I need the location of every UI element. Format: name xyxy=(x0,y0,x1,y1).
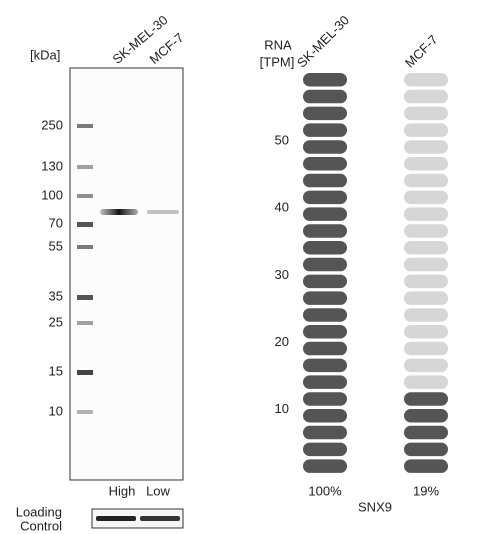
band xyxy=(100,209,138,215)
marker-label: 130 xyxy=(41,158,63,173)
y-tick-label: 30 xyxy=(275,267,289,282)
marker-label: 10 xyxy=(49,403,63,418)
tpm-pill xyxy=(303,409,347,423)
percent-label: 19% xyxy=(413,483,439,498)
tpm-pill xyxy=(303,375,347,389)
blot-frame xyxy=(69,67,184,481)
loading-label: Control xyxy=(20,518,62,533)
tpm-pill xyxy=(303,140,347,154)
marker-label: 35 xyxy=(49,288,63,303)
tpm-pill xyxy=(303,459,347,473)
tpm-pill xyxy=(303,291,347,305)
ladder xyxy=(77,124,93,414)
rna-title: [TPM] xyxy=(260,54,295,69)
tpm-pill xyxy=(303,341,347,356)
y-tick-label: 50 xyxy=(275,132,289,147)
tpm-pill xyxy=(303,190,347,205)
sample-label: SK-MEL-30 xyxy=(294,12,352,70)
tpm-pill xyxy=(404,358,448,373)
tpm-pill xyxy=(303,358,347,373)
marker-label: 250 xyxy=(41,117,63,132)
tpm-pill xyxy=(404,73,448,87)
loading-band xyxy=(96,516,136,521)
tpm-pill xyxy=(404,409,448,423)
tpm-pill xyxy=(404,89,448,104)
sample-label: MCF-7 xyxy=(402,32,441,71)
tpm-pill xyxy=(404,140,448,154)
tpm-pill xyxy=(303,224,347,238)
tpm-pill xyxy=(404,173,448,188)
tpm-pill xyxy=(303,89,347,104)
tpm-pill xyxy=(303,73,347,87)
tpm-pill xyxy=(303,157,347,171)
level-label: High xyxy=(109,483,136,498)
tpm-pill xyxy=(404,257,448,272)
tpm-pill xyxy=(303,442,347,457)
tpm-pill xyxy=(404,442,448,457)
tpm-pill xyxy=(303,325,347,339)
tpm-pill xyxy=(303,123,347,137)
band xyxy=(147,210,179,214)
tpm-pill xyxy=(303,257,347,272)
loading-frame xyxy=(91,508,184,529)
tpm-pill xyxy=(303,274,347,289)
tpm-pill xyxy=(303,241,347,255)
tpm-pill xyxy=(303,425,347,440)
loading-band xyxy=(140,516,180,521)
marker-label: 70 xyxy=(49,215,63,230)
loading-label: Loading xyxy=(16,504,62,519)
tpm-pill xyxy=(404,291,448,305)
percent-label: 100% xyxy=(308,483,342,498)
tpm-pill xyxy=(303,173,347,188)
tpm-pill xyxy=(404,157,448,171)
tpm-pill xyxy=(404,190,448,205)
tpm-pill xyxy=(404,341,448,356)
marker-label: 100 xyxy=(41,187,63,202)
tpm-pill xyxy=(303,392,347,406)
tpm-pill xyxy=(404,375,448,389)
marker-label: 55 xyxy=(49,238,63,253)
tpm-pill xyxy=(404,308,448,322)
tpm-pill xyxy=(404,274,448,289)
tpm-pill xyxy=(404,425,448,440)
tpm-pill xyxy=(303,207,347,221)
gene-label: SNX9 xyxy=(358,499,392,514)
tpm-pill xyxy=(404,207,448,221)
marker-label: 25 xyxy=(49,314,63,329)
tpm-pill xyxy=(404,123,448,137)
marker-label: 15 xyxy=(49,363,63,378)
tpm-pill xyxy=(404,392,448,406)
tpm-pill xyxy=(404,106,448,121)
unit-label: [kDa] xyxy=(30,47,60,62)
y-tick-label: 20 xyxy=(275,334,289,349)
tpm-pill xyxy=(303,308,347,322)
tpm-pill xyxy=(303,106,347,121)
tpm-pill xyxy=(404,459,448,473)
tpm-pill xyxy=(404,325,448,339)
y-tick-label: 10 xyxy=(275,401,289,416)
y-tick-label: 40 xyxy=(275,200,289,215)
tpm-pill xyxy=(404,224,448,238)
tpm-pill xyxy=(404,241,448,255)
level-label: Low xyxy=(146,483,170,498)
rna-title: RNA xyxy=(264,37,292,52)
